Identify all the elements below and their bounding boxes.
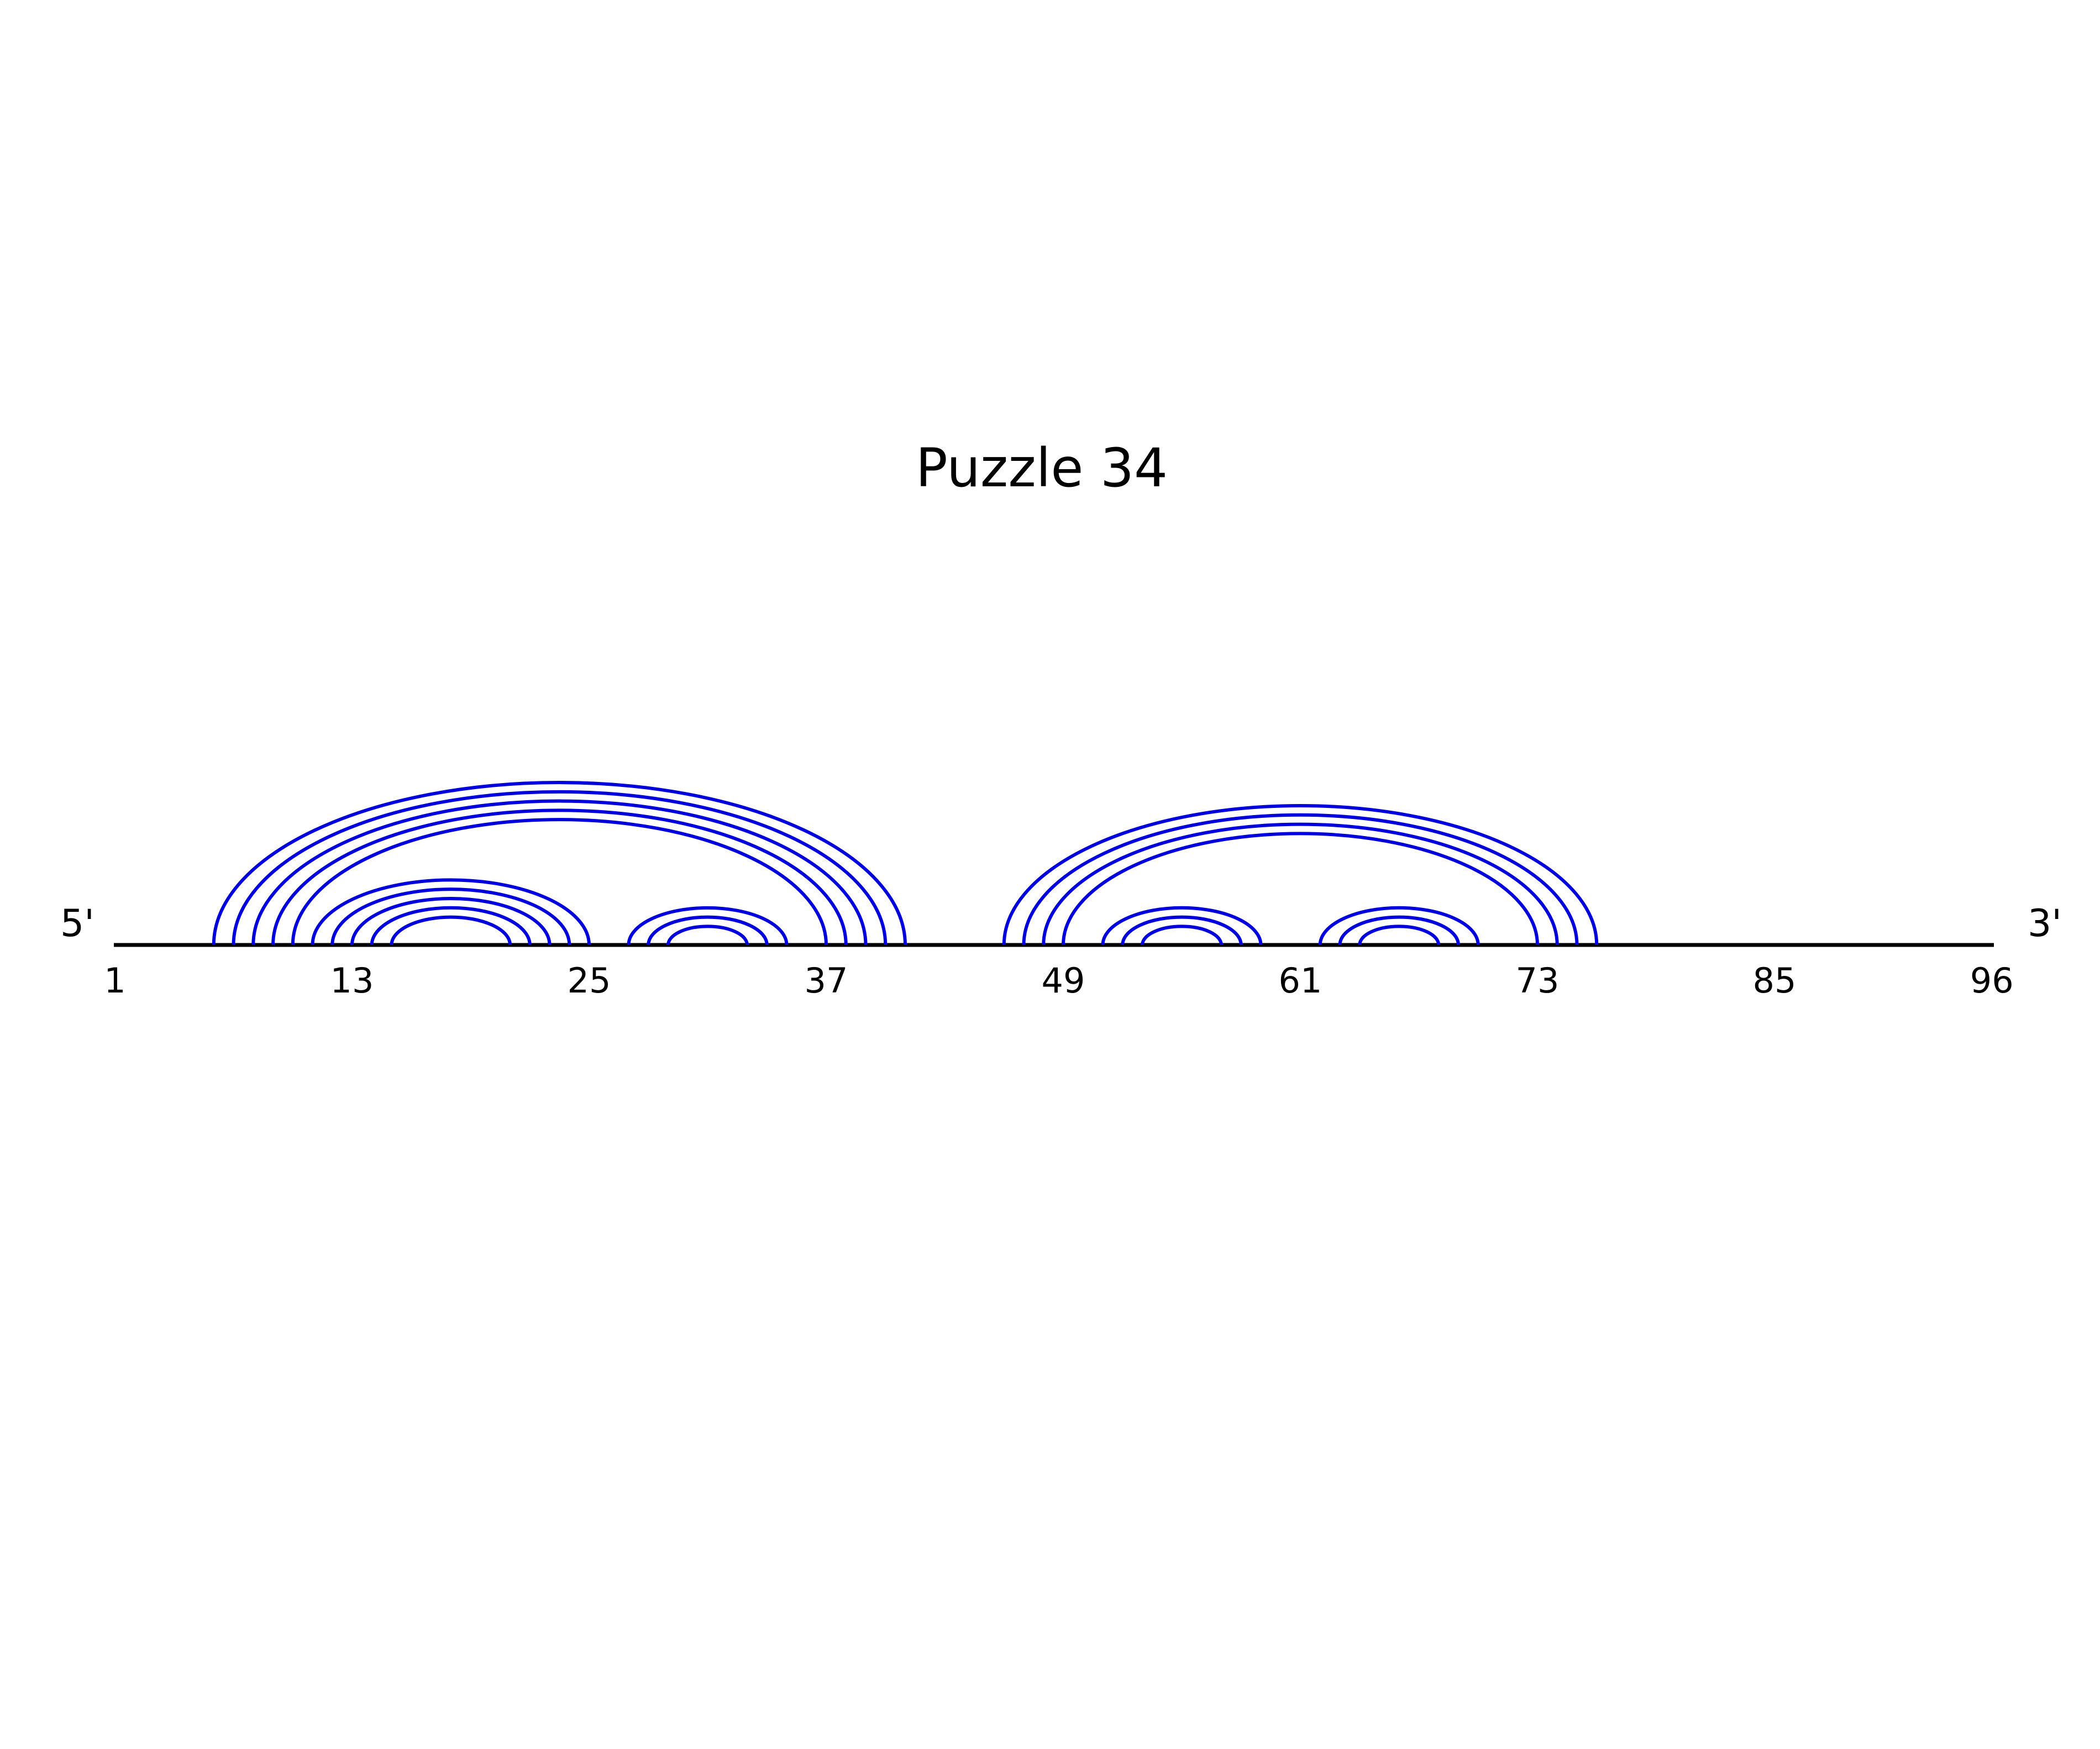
tick-label: 61 <box>1279 960 1322 1001</box>
base-pair-arc <box>232 790 888 946</box>
base-pair-arc <box>1042 822 1559 946</box>
base-pair-arc <box>251 799 868 946</box>
base-pair-arc <box>1101 906 1263 946</box>
base-pair-arc <box>350 897 552 946</box>
tick-label: 25 <box>568 960 611 1001</box>
tick-label: 37 <box>805 960 848 1001</box>
position-tick-labels: 1 13 25 37 49 61 73 85 96 <box>104 960 2013 1001</box>
base-pair-arcs <box>212 780 1599 946</box>
base-pair-arc <box>1062 832 1539 946</box>
tick-label: 96 <box>1970 960 2014 1001</box>
tick-label: 13 <box>330 960 374 1001</box>
tick-label: 49 <box>1042 960 1085 1001</box>
base-pair-arc <box>666 925 749 946</box>
base-pair-arc <box>271 808 848 946</box>
base-pair-arc <box>1022 813 1579 946</box>
five-prime-label: 5' <box>60 902 95 946</box>
base-pair-arc <box>1338 915 1460 946</box>
base-pair-arc <box>370 906 532 946</box>
base-pair-arc <box>390 915 512 946</box>
base-pair-arc <box>291 818 828 946</box>
base-pair-arc <box>1141 925 1223 946</box>
base-pair-arc <box>1358 925 1441 946</box>
base-pair-arc <box>212 780 907 946</box>
base-pair-arc <box>1318 906 1480 946</box>
base-pair-arc <box>627 906 789 946</box>
base-pair-arc <box>1002 803 1599 946</box>
tick-label: 1 <box>104 960 125 1001</box>
tick-label: 85 <box>1753 960 1797 1001</box>
base-pair-arc <box>330 887 571 946</box>
base-pair-arc <box>1121 915 1243 946</box>
three-prime-label: 3' <box>2028 902 2062 946</box>
diagram-title: Puzzle 34 <box>916 437 1168 499</box>
base-pair-arc <box>311 878 591 946</box>
base-pair-arc <box>647 915 769 946</box>
tick-label: 73 <box>1516 960 1560 1001</box>
